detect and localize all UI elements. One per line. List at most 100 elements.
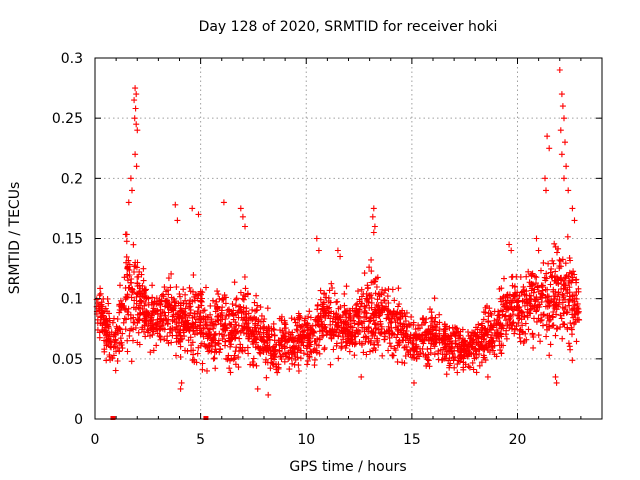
data-point: [500, 293, 507, 300]
data-point: [296, 322, 303, 329]
data-point: [333, 311, 339, 318]
data-point: [104, 308, 111, 315]
data-point: [227, 321, 234, 328]
data-point: [527, 296, 534, 303]
data-point: [489, 339, 496, 346]
data-point: [116, 340, 123, 347]
data-point: [226, 306, 232, 313]
data-point: [349, 324, 356, 331]
data-point: [410, 334, 416, 341]
data-point: [116, 347, 123, 354]
data-point: [540, 311, 547, 318]
data-point: [315, 319, 322, 325]
data-point: [426, 363, 433, 370]
data-point: [257, 304, 264, 311]
data-point: [390, 352, 397, 359]
data-point: [338, 345, 345, 352]
data-point: [435, 356, 442, 363]
data-point-peak: [334, 247, 341, 254]
data-point: [241, 324, 248, 331]
data-point-peak: [132, 105, 139, 112]
data-point: [229, 301, 236, 307]
data-point: [379, 302, 385, 309]
data-point: [141, 290, 148, 297]
data-point-peak: [558, 151, 565, 158]
data-point: [567, 257, 574, 264]
data-point: [374, 304, 380, 311]
data-point: [210, 336, 217, 343]
data-point: [215, 337, 222, 344]
data-point: [232, 319, 239, 326]
data-point: [327, 361, 334, 368]
data-point: [389, 286, 396, 293]
data-point: [143, 294, 150, 301]
data-point: [233, 296, 240, 303]
data-point-peak: [369, 213, 376, 220]
data-point: [219, 335, 226, 342]
data-point: [132, 263, 139, 270]
data-point: [291, 316, 298, 323]
data-point: [514, 303, 521, 310]
data-point: [125, 257, 132, 264]
data-point: [275, 361, 282, 368]
data-point: [124, 291, 131, 298]
data-point: [153, 342, 160, 349]
data-point: [475, 321, 482, 328]
data-point: [335, 355, 342, 362]
data-point: [210, 355, 217, 362]
data-point: [460, 343, 467, 350]
data-point: [276, 348, 283, 355]
data-point-peak: [371, 223, 378, 230]
data-point: [161, 336, 168, 343]
data-point: [282, 330, 289, 337]
data-point: [564, 309, 571, 316]
y-tick-label: 0.1: [61, 292, 83, 308]
data-point: [375, 290, 382, 297]
data-point: [335, 333, 342, 340]
data-point: [397, 315, 404, 322]
data-point-peak: [544, 133, 551, 140]
data-point-peak: [133, 121, 140, 128]
data-point: [141, 309, 148, 316]
data-point: [538, 290, 545, 297]
data-point: [473, 354, 480, 361]
data-point: [160, 293, 167, 300]
data-point: [236, 335, 243, 342]
data-point: [361, 270, 368, 277]
data-point: [182, 305, 189, 312]
data-point: [112, 337, 119, 344]
data-point: [222, 327, 229, 334]
data-point: [252, 325, 259, 331]
data-point: [165, 340, 172, 347]
data-point: [142, 314, 149, 320]
data-point: [547, 341, 554, 348]
data-point: [232, 302, 239, 309]
data-point: [437, 347, 444, 353]
data-point: [460, 366, 467, 373]
data-point: [155, 300, 162, 307]
data-point: [119, 345, 126, 352]
data-point: [554, 325, 561, 332]
data-point: [232, 361, 239, 368]
data-point: [324, 305, 331, 312]
data-point: [571, 320, 577, 327]
data-point-peak: [337, 253, 344, 260]
data-point: [251, 299, 258, 306]
data-point: [496, 286, 503, 292]
data-point: [485, 313, 492, 320]
y-axis-label: SRMTID / TECUs: [7, 182, 23, 295]
data-point: [383, 315, 390, 322]
data-point: [524, 312, 531, 319]
data-point: [511, 330, 518, 337]
data-point: [295, 346, 301, 353]
data-point: [506, 316, 513, 323]
data-point: [214, 288, 221, 295]
data-point: [557, 312, 564, 319]
data-point-peak: [563, 163, 570, 170]
data-point: [308, 326, 315, 333]
data-point: [362, 338, 369, 345]
data-point: [507, 315, 514, 321]
data-point: [158, 312, 165, 319]
data-point: [124, 263, 131, 270]
data-point: [127, 315, 134, 322]
